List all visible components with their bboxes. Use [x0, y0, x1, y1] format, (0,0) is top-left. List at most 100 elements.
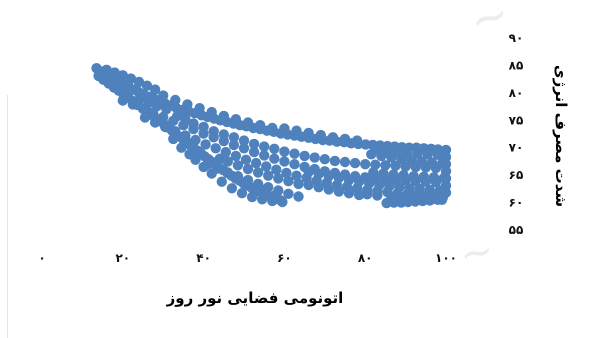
data-point	[208, 132, 219, 143]
data-point	[353, 189, 365, 201]
data-point	[289, 159, 300, 170]
data-point	[101, 64, 112, 76]
data-point	[438, 172, 450, 184]
y-axis-title: شدت مصرف انرژی	[552, 65, 570, 207]
x-tick-label: ۱۰۰	[435, 251, 457, 265]
data-point	[238, 135, 250, 146]
data-point	[404, 183, 415, 194]
data-point	[250, 157, 262, 169]
data-point	[378, 168, 389, 179]
data-point	[125, 73, 137, 84]
data-point	[271, 189, 282, 200]
data-point	[319, 154, 330, 165]
data-point	[220, 146, 231, 158]
data-point	[434, 185, 446, 196]
x-tick-label: ۲۰	[115, 251, 130, 265]
y-tick-label: ۶۰	[509, 196, 524, 210]
data-point	[259, 141, 270, 152]
data-point	[127, 99, 139, 110]
y-tick-label: ۸۰	[509, 86, 524, 100]
data-point	[200, 139, 211, 150]
data-point	[303, 179, 314, 191]
data-point	[398, 169, 409, 181]
data-point	[271, 164, 282, 175]
data-point	[228, 139, 240, 151]
data-point	[242, 163, 254, 175]
data-point	[351, 135, 363, 146]
y-tick-label: ۷۰	[509, 141, 524, 155]
data-point	[240, 154, 252, 165]
data-point	[198, 128, 209, 139]
data-point	[269, 143, 280, 154]
data-point	[232, 160, 244, 171]
x-axis-title: اتونومی فضایی نور روز	[166, 289, 344, 307]
data-point	[125, 84, 137, 96]
data-point	[384, 180, 395, 192]
data-point	[246, 191, 258, 203]
data-point	[218, 135, 229, 147]
data-point	[176, 142, 187, 153]
data-points	[91, 62, 452, 209]
data-point	[210, 143, 221, 154]
data-point	[117, 70, 128, 81]
data-point	[368, 167, 379, 178]
data-point	[248, 146, 260, 158]
data-point	[392, 146, 403, 158]
x-tick-label: ۶۰	[277, 251, 292, 265]
data-point	[216, 176, 227, 187]
data-point	[111, 83, 122, 94]
data-point	[149, 117, 161, 128]
data-point	[141, 80, 153, 91]
data-point	[416, 156, 427, 167]
data-point	[436, 194, 448, 205]
data-point	[222, 167, 233, 178]
data-point	[259, 150, 270, 161]
data-point	[133, 76, 145, 88]
x-axis-ticks: ۰ ۲۰ ۴۰ ۶۰ ۸۰ ۱۰۰	[38, 251, 457, 265]
data-point	[226, 183, 238, 194]
data-point	[289, 148, 300, 159]
data-point	[135, 93, 147, 104]
data-point	[230, 114, 242, 125]
data-point	[182, 99, 193, 110]
data-point	[242, 174, 254, 186]
y-tick-label: ۷۵	[509, 113, 524, 127]
data-point	[257, 194, 268, 205]
data-point	[117, 95, 128, 106]
data-point	[323, 184, 334, 195]
data-point	[333, 172, 345, 184]
data-point	[343, 174, 355, 186]
data-point	[279, 123, 290, 134]
data-point	[333, 186, 345, 197]
data-point	[372, 144, 383, 156]
data-point	[388, 169, 399, 180]
data-point	[353, 176, 365, 187]
data-point	[343, 188, 355, 199]
data-point	[190, 154, 201, 165]
data-point	[232, 171, 244, 182]
data-point	[432, 149, 444, 160]
data-point	[252, 178, 264, 190]
y-tick-label: ۹۰	[509, 31, 524, 45]
data-point	[178, 120, 189, 131]
data-point	[416, 193, 427, 204]
data-point	[364, 178, 375, 189]
data-point	[299, 150, 310, 162]
data-point	[418, 171, 429, 182]
y-axis-ticks: ۵۵ ۶۰ ۶۵ ۷۰ ۷۵ ۸۰ ۸۵ ۹۰	[509, 31, 524, 237]
data-point	[390, 160, 401, 171]
data-point	[406, 193, 417, 204]
data-point	[349, 157, 361, 169]
data-point	[293, 191, 304, 202]
data-point	[339, 156, 351, 168]
y-tick-label: ۵۵	[509, 223, 524, 237]
data-point	[424, 184, 435, 196]
data-point	[252, 167, 264, 178]
data-point	[279, 146, 290, 157]
data-point	[230, 150, 242, 162]
data-point	[168, 115, 179, 127]
data-point	[426, 157, 438, 168]
panel-divider	[7, 95, 8, 338]
